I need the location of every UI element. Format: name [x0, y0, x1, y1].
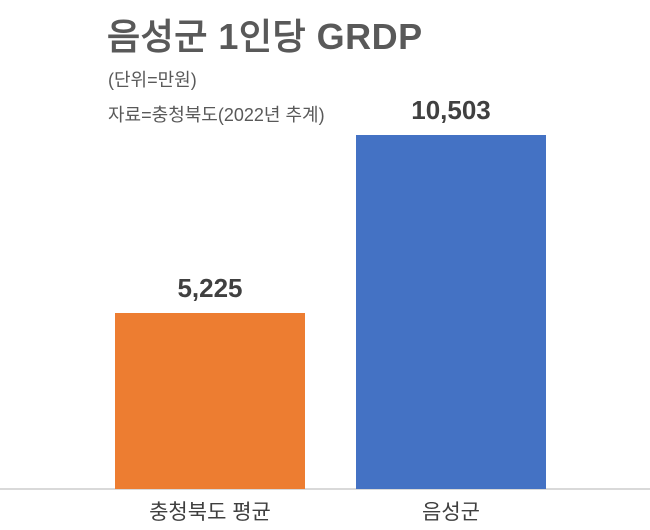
bar-group-eumseong: 10,503 음성군 — [356, 0, 546, 530]
x-axis-line — [0, 488, 650, 490]
bar-eumseong — [356, 135, 546, 489]
category-label-chungbuk-average: 충청북도 평균 — [149, 501, 271, 524]
value-label-eumseong: 10,503 — [411, 95, 491, 125]
chart-source-note: 자료=충청북도(2022년 추계) — [108, 105, 325, 125]
bar-chungbuk-average — [115, 313, 305, 489]
value-label-chungbuk-average: 5,225 — [177, 273, 243, 303]
category-label-eumseong: 음성군 — [422, 501, 480, 524]
bar-group-chungbuk-average: 5,225 충청북도 평균 — [115, 0, 305, 530]
chart-unit-note: (단위=만원) — [108, 70, 197, 90]
chart-title: 음성군 1인당 GRDP — [107, 16, 423, 57]
